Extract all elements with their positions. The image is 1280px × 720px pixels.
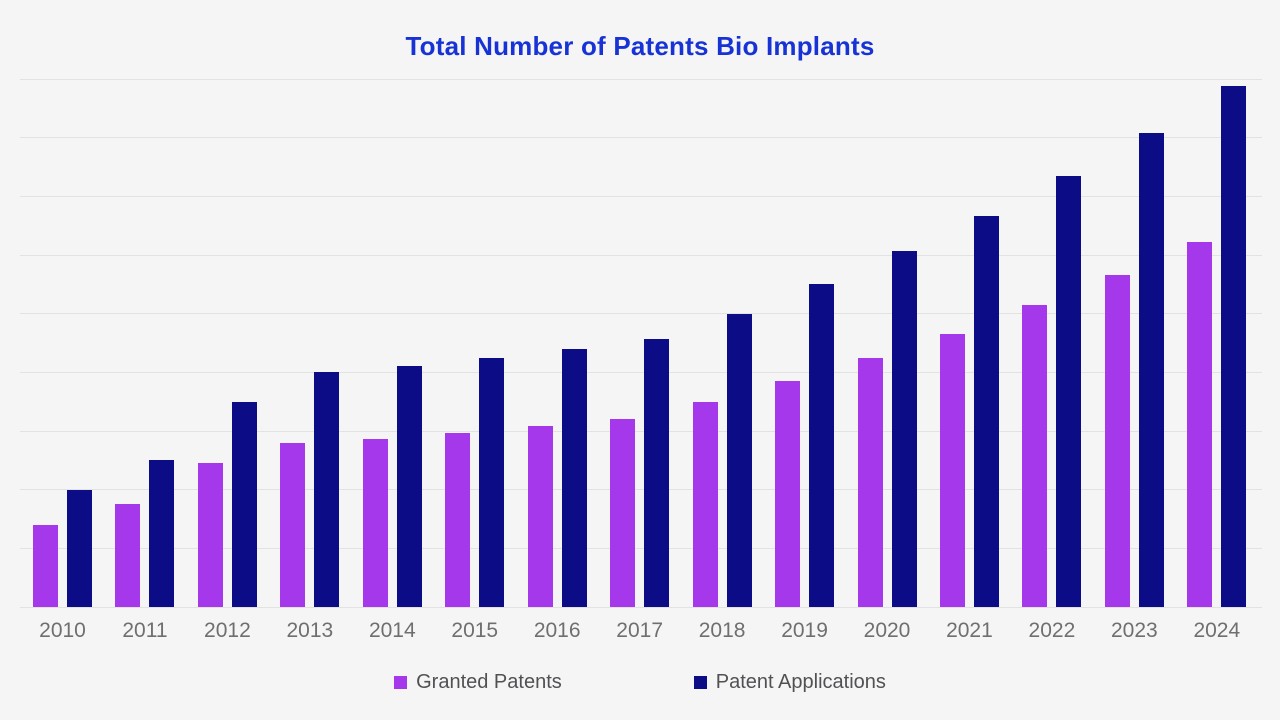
gridline	[20, 137, 1262, 139]
plot-area	[20, 78, 1262, 608]
chart-title: Total Number of Patents Bio Implants	[405, 31, 875, 61]
bar-granted-patents-2011	[115, 504, 141, 607]
x-axis-label-2023: 2023	[1110, 619, 1158, 642]
gridline	[20, 254, 1262, 256]
bar-patent-applications-2013	[314, 372, 340, 607]
legend: Granted Patents Patent Applications	[0, 671, 1280, 694]
bar-patent-applications-2011	[149, 460, 175, 607]
bar-granted-patents-2014	[362, 438, 388, 607]
x-axis-label-2012: 2012	[204, 619, 251, 642]
x-axis-label-2019: 2019	[781, 619, 828, 642]
legend-item-granted-patents: Granted Patents	[394, 671, 562, 694]
legend-label: Patent Applications	[715, 671, 886, 693]
gridline	[20, 78, 1262, 80]
bar-granted-patents-2012	[197, 463, 223, 607]
x-axis-label-2014: 2014	[368, 619, 416, 642]
bar-granted-patents-2021	[939, 333, 965, 607]
bar-granted-patents-2013	[280, 442, 306, 607]
gridline	[20, 430, 1262, 432]
gridline	[20, 195, 1262, 197]
bar-patent-applications-2014	[396, 366, 422, 607]
bar-patent-applications-2021	[973, 216, 999, 607]
bar-granted-patents-2022	[1022, 305, 1048, 607]
bar-granted-patents-2020	[857, 358, 883, 607]
gridline	[20, 313, 1262, 315]
x-axis-label-2015: 2015	[451, 619, 499, 642]
bar-patent-applications-2018	[726, 313, 752, 607]
gridline	[20, 606, 1262, 608]
x-axis-label-2010: 2010	[39, 619, 86, 642]
bar-patent-applications-2019	[809, 284, 835, 607]
gridline	[20, 489, 1262, 491]
bar-granted-patents-2016	[527, 426, 553, 607]
bar-granted-patents-2018	[692, 401, 718, 607]
x-axis: 2010 2011 2012 2013 2014 2015 2016 2017 2018 2019…	[20, 619, 1262, 649]
bar-patent-applications-2012	[231, 401, 257, 607]
gridline	[20, 547, 1262, 549]
x-axis-label-2024: 2024	[1193, 619, 1241, 642]
legend-item-patent-applications: Patent Applications	[693, 671, 886, 694]
bar-patent-applications-2017	[644, 338, 670, 607]
gridline	[20, 371, 1262, 373]
bar-granted-patents-2017	[610, 419, 636, 607]
x-axis-label-2011: 2011	[122, 619, 168, 642]
patent-applications-swatch-icon	[693, 676, 707, 689]
bar-patent-applications-2010	[67, 489, 92, 607]
x-axis-label-2020: 2020	[863, 619, 911, 642]
x-axis-label-2021: 2021	[946, 619, 993, 642]
x-axis-label-2018: 2018	[698, 619, 746, 642]
bar-granted-patents-2019	[775, 381, 801, 607]
bar-patent-applications-2016	[561, 348, 587, 607]
bar-granted-patents-2010	[33, 524, 58, 607]
bar-patent-applications-2024	[1221, 86, 1247, 607]
x-axis-label-2013: 2013	[286, 619, 334, 642]
bar-patent-applications-2023	[1138, 132, 1164, 607]
legend-label: Granted Patents	[416, 671, 562, 693]
x-axis-label-2017: 2017	[616, 619, 663, 642]
x-axis-label-2016: 2016	[533, 619, 581, 642]
bar-patent-applications-2020	[891, 251, 917, 607]
bar-granted-patents-2024	[1187, 242, 1213, 607]
bar-granted-patents-2015	[445, 432, 471, 607]
x-axis-label-2022: 2022	[1028, 619, 1076, 642]
bar-patent-applications-2015	[479, 358, 505, 607]
bar-patent-applications-2022	[1056, 176, 1082, 607]
bar-granted-patents-2023	[1104, 274, 1130, 607]
granted-patents-swatch-icon	[394, 676, 408, 689]
